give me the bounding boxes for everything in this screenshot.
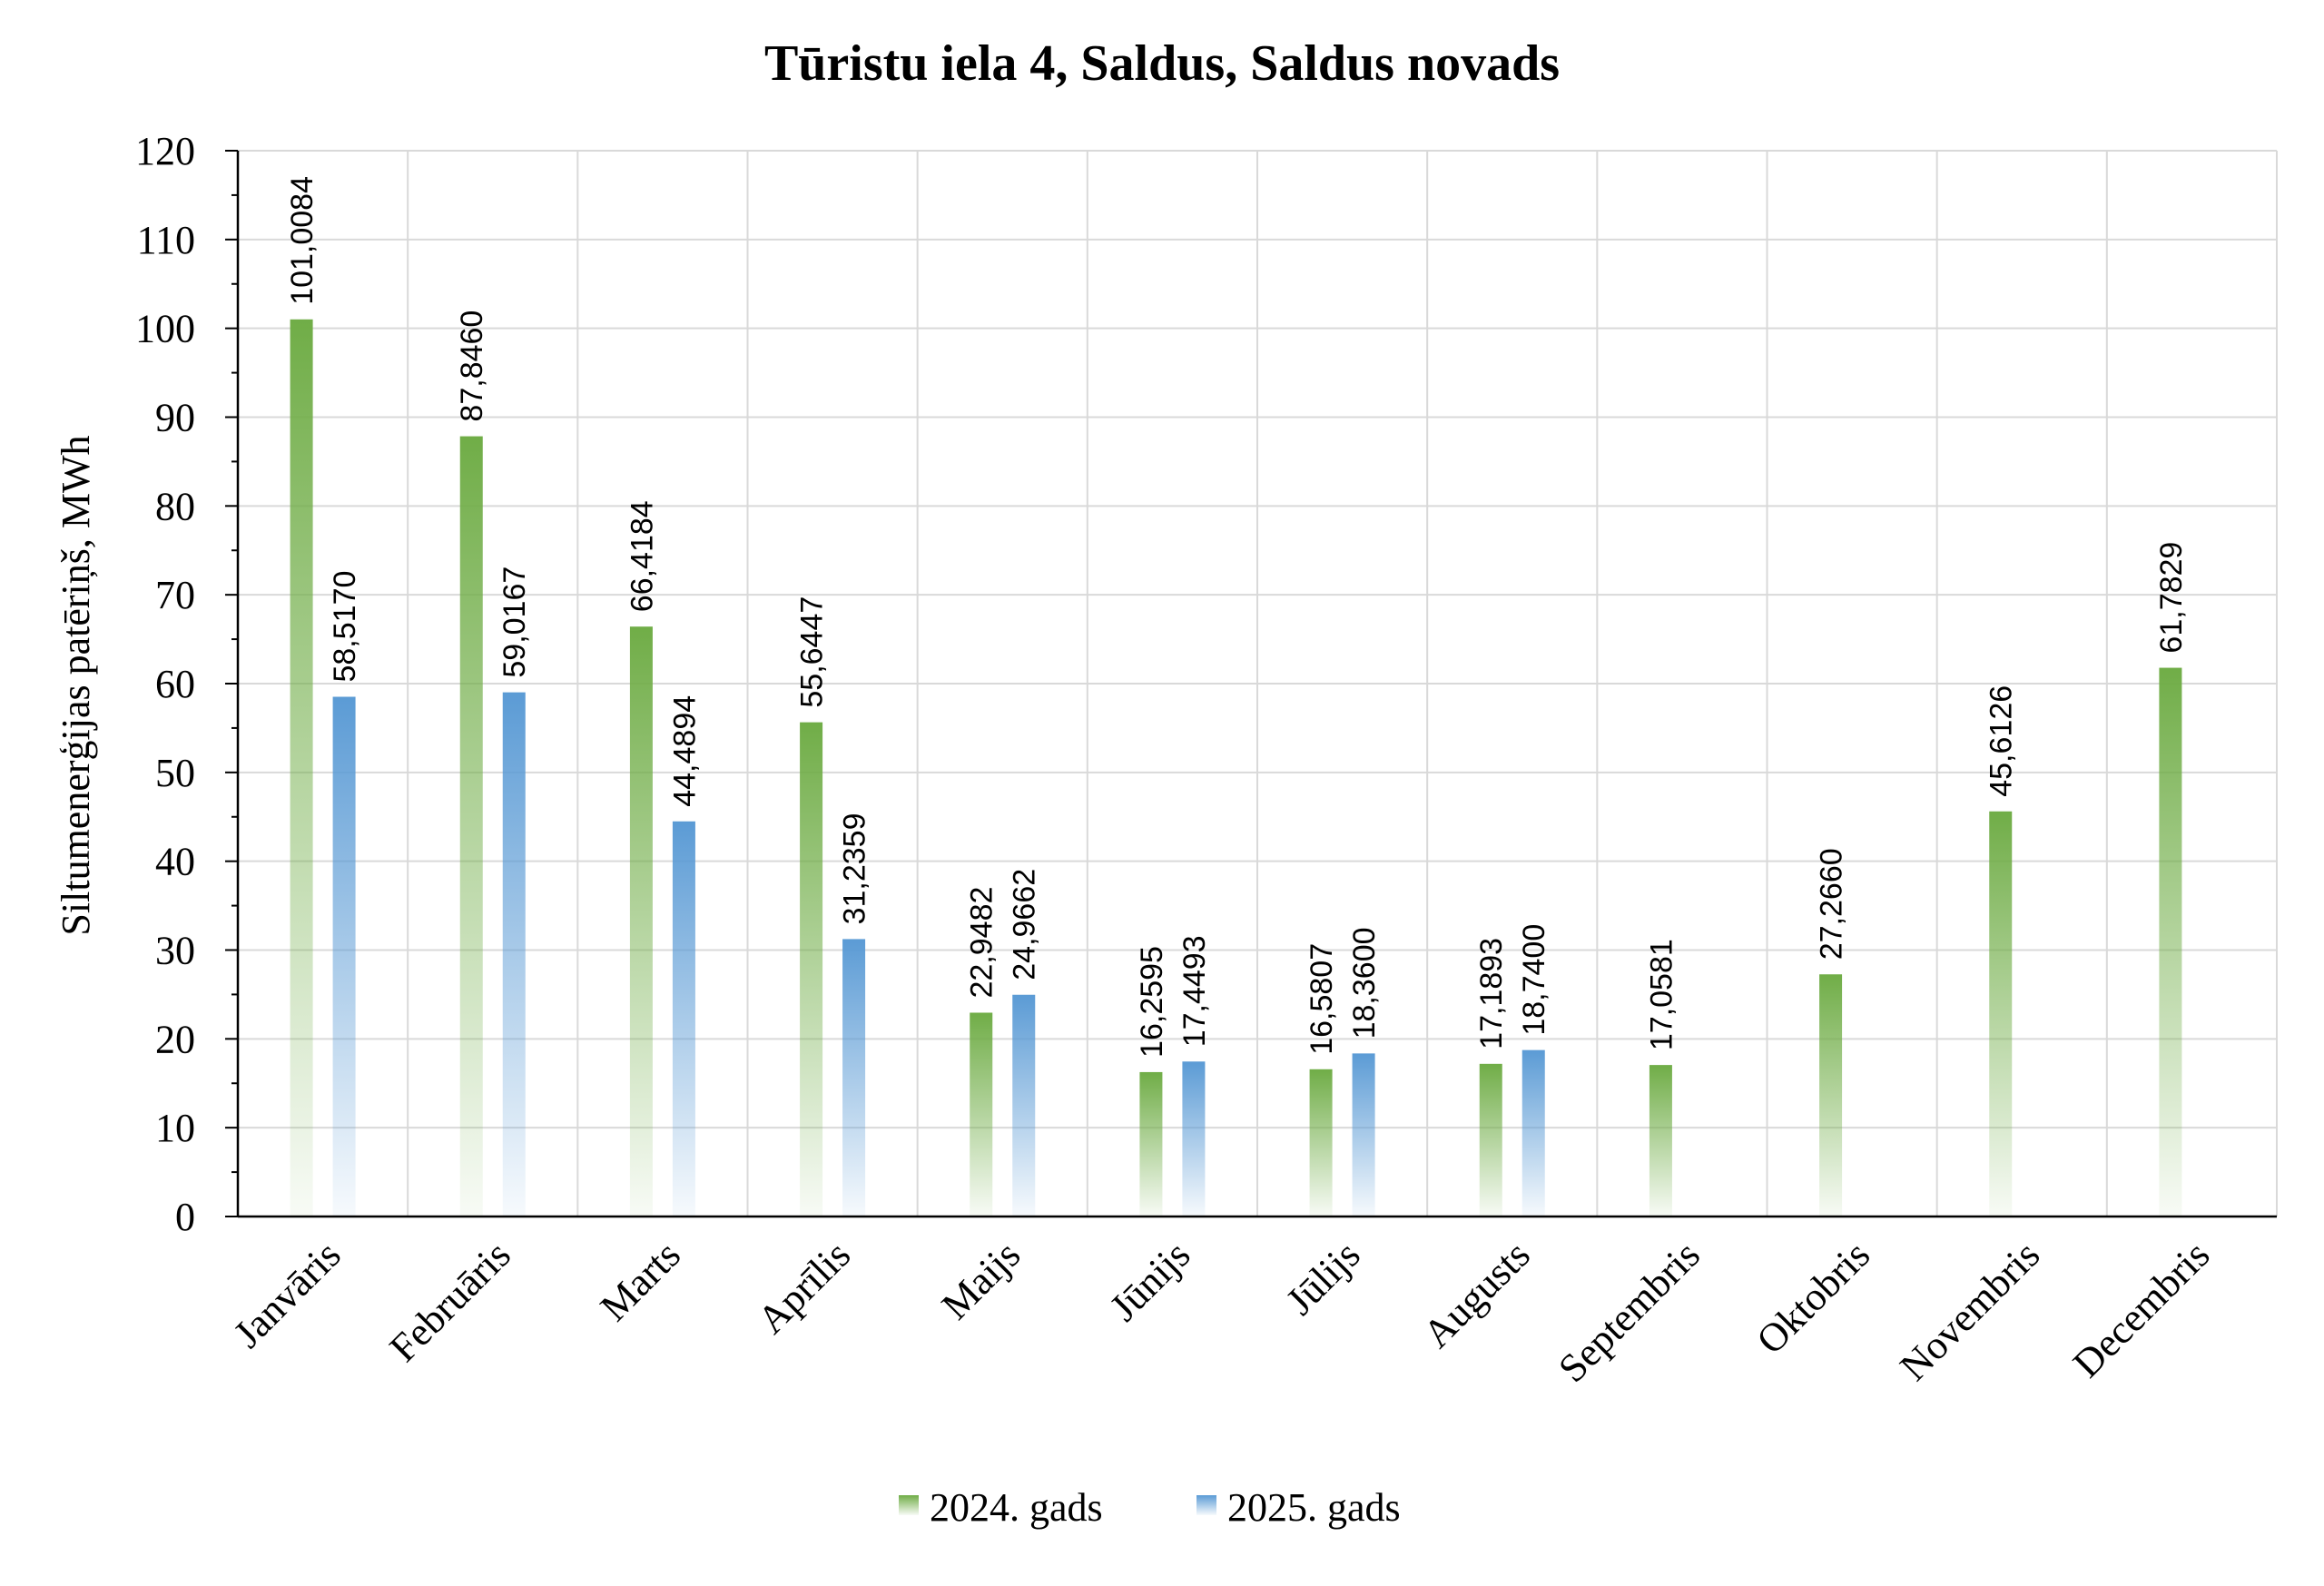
x-tick-label: Jūnijs xyxy=(1101,1232,1198,1329)
y-tick-label: 20 xyxy=(155,1017,195,1061)
bar-2025-2 xyxy=(672,821,695,1217)
data-label: 17,4493 xyxy=(1177,935,1212,1047)
x-tick-label: Augusts xyxy=(1414,1232,1539,1356)
bar-2025-1 xyxy=(502,692,526,1217)
data-label: 16,5807 xyxy=(1305,943,1339,1055)
data-label: 17,0581 xyxy=(1644,939,1679,1050)
bar-2024-3 xyxy=(800,722,823,1217)
y-tick-label: 80 xyxy=(155,484,195,528)
data-label: 66,4184 xyxy=(625,500,659,612)
y-tick-label: 90 xyxy=(155,396,195,440)
bar-2025-0 xyxy=(332,696,356,1217)
bar-2024-5 xyxy=(1139,1071,1163,1217)
data-label: 31,2359 xyxy=(838,813,872,925)
data-label: 59,0167 xyxy=(497,566,532,678)
y-tick-label: 70 xyxy=(155,573,195,617)
x-tick-label: Februāris xyxy=(381,1232,519,1370)
legend-label: 2024. gads xyxy=(930,1485,1103,1530)
x-tick-label: Janvāris xyxy=(225,1232,350,1356)
bar-2024-11 xyxy=(2159,667,2182,1217)
y-tick-label: 100 xyxy=(135,307,195,351)
bar-2025-7 xyxy=(1521,1049,1545,1217)
bar-2024-8 xyxy=(1649,1065,1672,1217)
x-tick-label: Maijs xyxy=(933,1232,1029,1328)
data-label: 24,9662 xyxy=(1008,869,1042,980)
bar-2024-7 xyxy=(1479,1063,1502,1217)
data-label: 45,6126 xyxy=(1984,685,2019,797)
y-tick-label: 10 xyxy=(155,1106,195,1150)
data-labels: 101,0084 87,8460 66,4184 55,6447 22,9482 16,2… xyxy=(285,176,2189,1058)
y-tick-label: 30 xyxy=(155,929,195,973)
x-tick-label: Decembris xyxy=(2064,1232,2218,1385)
data-label: 101,0084 xyxy=(285,176,320,305)
data-label: 27,2660 xyxy=(1815,848,1849,960)
bar-2024-6 xyxy=(1309,1069,1333,1217)
data-label: 17,1893 xyxy=(1474,938,1509,1049)
legend-swatch xyxy=(899,1495,919,1515)
data-label: 87,8460 xyxy=(455,310,489,422)
data-label: 16,2595 xyxy=(1135,946,1169,1058)
bar-2025-5 xyxy=(1182,1061,1206,1217)
data-label: 61,7829 xyxy=(2154,542,2189,654)
x-tick-label: Oktobris xyxy=(1748,1232,1879,1363)
bars xyxy=(290,319,2182,1217)
y-tick-label: 60 xyxy=(155,662,195,706)
data-label: 18,3600 xyxy=(1347,927,1382,1039)
x-tick-label: Marts xyxy=(592,1232,689,1329)
y-tick-label: 50 xyxy=(155,751,195,795)
x-tick-label: Jūlijs xyxy=(1277,1232,1368,1323)
bar-2024-9 xyxy=(1819,974,1843,1217)
y-tick-label: 110 xyxy=(137,218,195,262)
y-tick-label: 40 xyxy=(155,840,195,884)
gridlines xyxy=(238,150,2278,1217)
legend-label: 2025. gads xyxy=(1227,1485,1401,1530)
bar-2024-4 xyxy=(970,1012,993,1217)
y-axis-label: Siltumenerģijas patēriņš, MWh xyxy=(54,435,98,935)
data-label: 22,9482 xyxy=(965,887,1000,999)
y-tick-label: 120 xyxy=(135,129,195,173)
data-label: 58,5170 xyxy=(328,571,362,683)
bar-2025-4 xyxy=(1012,994,1036,1217)
bar-2024-1 xyxy=(459,436,483,1217)
data-label: 18,7400 xyxy=(1517,924,1551,1036)
bar-2024-2 xyxy=(629,626,653,1217)
bar-2025-3 xyxy=(842,939,866,1217)
legend: 2024. gads 2025. gads xyxy=(899,1485,1401,1530)
x-tick-label: Novembris xyxy=(1891,1232,2048,1389)
legend-swatch xyxy=(1196,1495,1216,1515)
bar-2024-10 xyxy=(1989,811,2013,1217)
chart-title: Tūristu iela 4, Saldus, Saldus novads xyxy=(764,35,1560,92)
bar-2024-0 xyxy=(290,319,313,1217)
x-tick-label: Septembris xyxy=(1550,1232,1709,1391)
data-label: 55,6447 xyxy=(795,596,830,708)
data-label: 44,4894 xyxy=(667,695,702,807)
y-tick-label: 0 xyxy=(175,1195,195,1239)
bar-2025-6 xyxy=(1352,1053,1375,1217)
x-tick-label: Aprīlis xyxy=(749,1232,859,1342)
